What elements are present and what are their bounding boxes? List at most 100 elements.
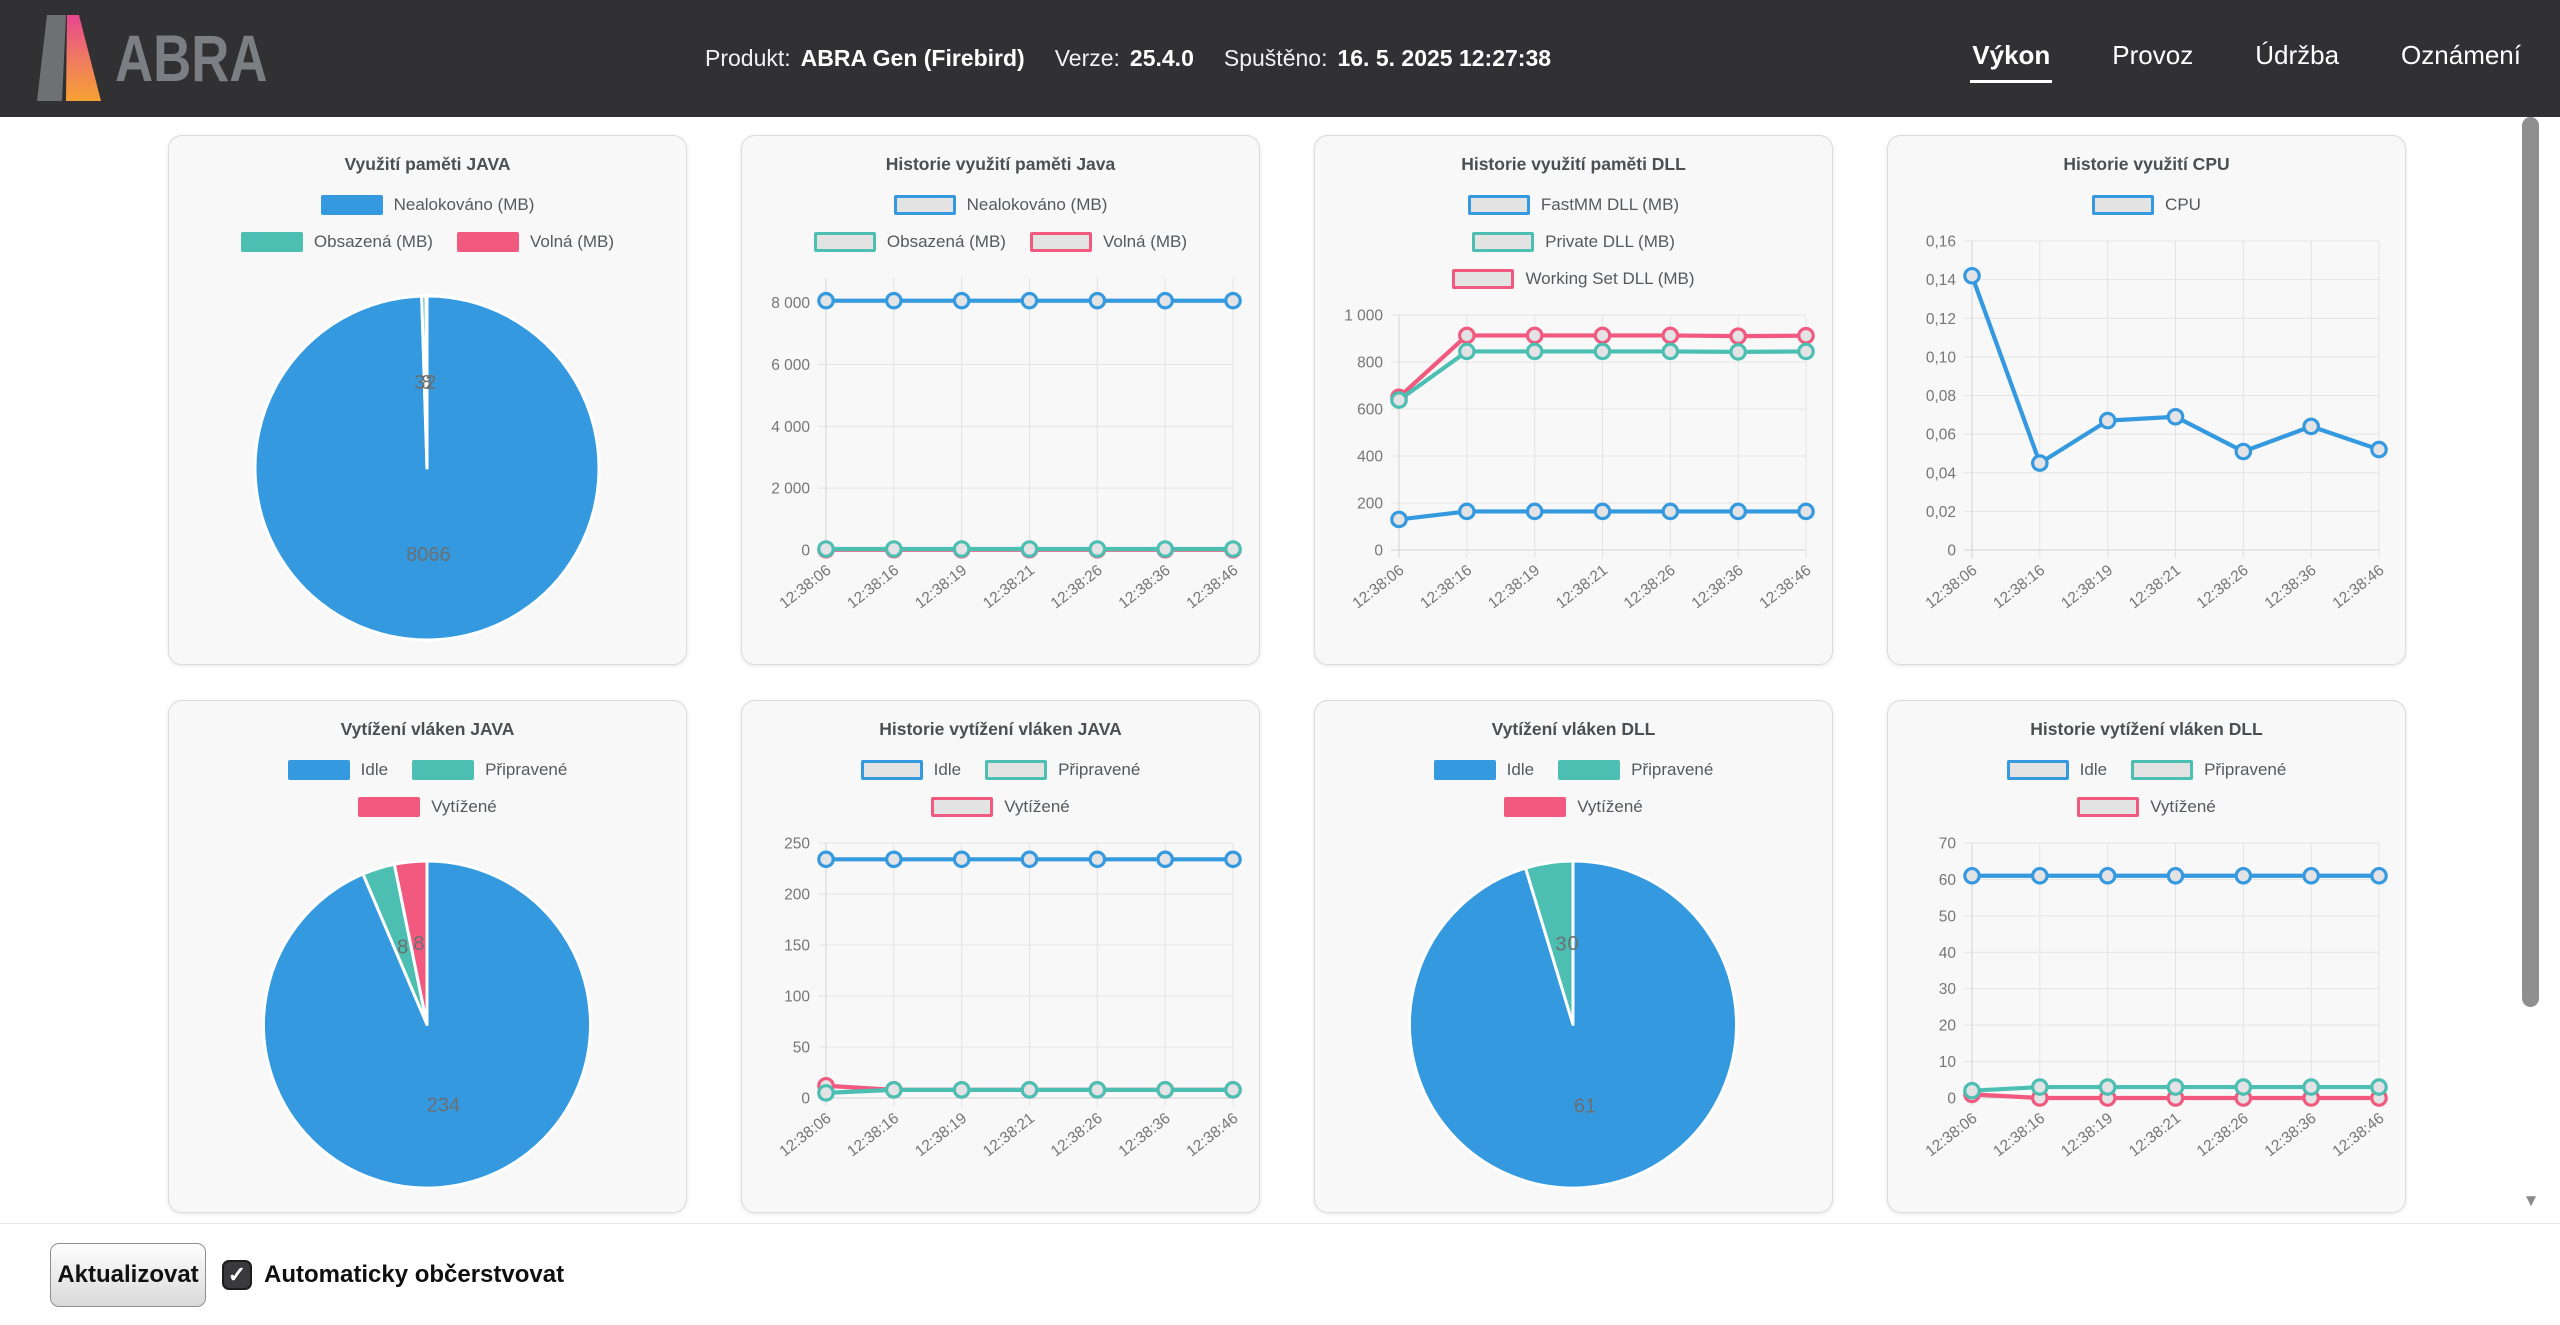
started-label: Spuštěno: xyxy=(1223,45,1328,71)
legend-item[interactable]: Nealokováno (MB) xyxy=(893,194,1107,215)
data-point xyxy=(952,291,971,310)
legend-item[interactable]: Nealokováno (MB) xyxy=(320,194,535,215)
scrollbar-thumb[interactable] xyxy=(2522,117,2539,1007)
pie-value-label: 8 xyxy=(397,936,408,958)
y-tick-label: 40 xyxy=(1939,945,1957,962)
y-tick-label: 0,16 xyxy=(1926,234,1956,251)
legend-item[interactable]: Working Set DLL (MB) xyxy=(1452,268,1695,289)
legend-item[interactable]: Vytížené xyxy=(931,796,1070,817)
legend-label: Idle xyxy=(933,759,962,779)
chart-card-5: Vytížení vláken JAVA Idle Připravené Vytíže… xyxy=(168,700,687,1213)
tab-provoz[interactable]: Provoz xyxy=(2112,40,2194,70)
x-tick-label: 12:38:36 xyxy=(2262,1110,2320,1161)
scrollbar-down-arrow-icon[interactable]: ▼ xyxy=(2522,1191,2540,1210)
legend-item[interactable]: Obsazená (MB) xyxy=(813,231,1006,252)
x-tick-label: 12:38:16 xyxy=(844,562,902,613)
legend-item[interactable]: Připravené xyxy=(2131,759,2287,780)
data-point xyxy=(817,1084,835,1102)
y-tick-label: 4 000 xyxy=(771,419,810,436)
legend-item[interactable]: Idle xyxy=(860,759,962,780)
legend-label: Připravené xyxy=(2204,759,2287,779)
data-point xyxy=(817,850,835,869)
chart-title: Vytížení vláken DLL xyxy=(1491,719,1656,739)
legend-label: Nealokováno (MB) xyxy=(393,194,535,214)
legend-label: Připravené xyxy=(485,759,568,779)
legend-row: FastMM DLL (MB) xyxy=(1452,186,1694,223)
x-tick-label: 12:38:19 xyxy=(912,1110,970,1161)
legend-item[interactable]: Připravené xyxy=(412,759,568,780)
legend-label: Idle xyxy=(1506,759,1535,779)
y-tick-label: 250 xyxy=(784,836,810,853)
legend-item[interactable]: CPU xyxy=(2092,194,2201,215)
pie-chart[interactable]: 61 3 0 xyxy=(1315,829,1832,1210)
data-point xyxy=(1156,540,1174,558)
legend-item[interactable]: Vytížené xyxy=(2077,796,2216,817)
legend-label: Volná (MB) xyxy=(1102,231,1188,251)
data-point xyxy=(2031,1078,2049,1096)
legend-row: Obsazená (MB) Volná (MB) xyxy=(240,223,615,260)
legend-item[interactable]: Vytížené xyxy=(358,796,497,817)
x-tick-label: 12:38:46 xyxy=(1183,562,1241,613)
legend-swatch xyxy=(2131,759,2194,780)
main-nav: Výkon Provoz Údržba Oznámení xyxy=(1970,0,2523,117)
y-tick-label: 60 xyxy=(1939,872,1957,889)
data-point xyxy=(1224,291,1242,310)
data-point xyxy=(1661,342,1680,361)
legend-swatch xyxy=(320,194,383,215)
tab-udrzba[interactable]: Údržba xyxy=(2255,40,2340,70)
data-point xyxy=(1593,326,1612,345)
data-point xyxy=(2302,866,2320,885)
legend-item[interactable]: Připravené xyxy=(1558,759,1713,780)
legend-label: Idle xyxy=(2079,759,2108,779)
legend-swatch xyxy=(456,231,519,252)
legend-swatch xyxy=(1504,796,1567,817)
y-tick-label: 20 xyxy=(1939,1018,1957,1035)
x-tick-label: 12:38:21 xyxy=(980,1110,1038,1161)
legend-item[interactable]: Idle xyxy=(287,759,388,780)
legend-label: Připravené xyxy=(1058,759,1141,779)
legend-item[interactable]: Připravené xyxy=(985,759,1141,780)
legend-swatch xyxy=(985,759,1048,780)
legend-item[interactable]: Idle xyxy=(2006,759,2108,780)
tab-vykon[interactable]: Výkon xyxy=(1970,34,2053,83)
legend-item[interactable]: Private DLL (MB) xyxy=(1472,231,1675,252)
product-value: ABRA Gen (Firebird) xyxy=(800,45,1025,71)
legend-item[interactable]: Idle xyxy=(1433,759,1535,780)
auto-refresh-checkbox[interactable]: ✓ xyxy=(222,1259,252,1290)
y-tick-label: 0,08 xyxy=(1926,388,1956,405)
refresh-button[interactable]: Aktualizovat xyxy=(50,1242,206,1307)
legend-label: Vytížené xyxy=(431,796,497,816)
x-tick-label: 12:38:06 xyxy=(1922,1110,1980,1161)
chart-card-8: Historie vytížení vláken DLL Idle Připrave… xyxy=(1887,700,2406,1213)
chart-title: Vytížení vláken JAVA xyxy=(340,719,515,739)
chart-title: Historie vytížení vláken DLL xyxy=(2030,719,2263,739)
x-tick-label: 12:38:19 xyxy=(1485,562,1543,613)
pie-chart[interactable]: 8066 328 xyxy=(169,264,686,662)
legend-item[interactable]: Obsazená (MB) xyxy=(240,231,433,252)
data-point xyxy=(1088,291,1107,310)
auto-refresh-label: Automaticky občerstvovat xyxy=(264,1260,565,1288)
line-chart[interactable]: 0 0,02 0,04 0,06 0,08 0,10 0,12 0,14 0,16 12:38:0… xyxy=(1888,227,2405,662)
chart-legend: Nealokováno (MB) Obsazená (MB) Volná (MB) xyxy=(240,186,615,260)
x-tick-label: 12:38:46 xyxy=(2329,562,2387,613)
legend-item[interactable]: Volná (MB) xyxy=(1029,231,1188,252)
data-point xyxy=(2234,866,2253,885)
x-tick-label: 12:38:36 xyxy=(1116,1110,1174,1161)
x-tick-label: 12:38:46 xyxy=(1183,1110,1241,1161)
legend-item[interactable]: Vytížené xyxy=(1504,796,1643,817)
legend-label: Volná (MB) xyxy=(529,231,615,251)
legend-item[interactable]: Volná (MB) xyxy=(456,231,615,252)
data-point xyxy=(885,540,903,558)
version-value: 25.4.0 xyxy=(1129,45,1194,71)
legend-label: Vytížené xyxy=(1577,796,1643,816)
legend-item[interactable]: FastMM DLL (MB) xyxy=(1467,194,1679,215)
legend-row: Private DLL (MB) xyxy=(1452,223,1694,260)
pie-chart[interactable]: 234 8 8 xyxy=(169,829,686,1210)
tab-oznameni[interactable]: Oznámení xyxy=(2401,40,2521,70)
data-point xyxy=(1525,342,1544,361)
abra-logo-icon xyxy=(37,15,101,101)
